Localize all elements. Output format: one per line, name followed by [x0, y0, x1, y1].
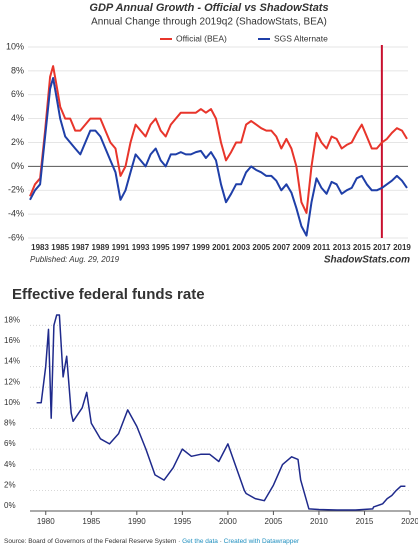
x-tick-label: 1995	[152, 243, 170, 252]
data-line	[29, 65, 408, 214]
y-tick-label: 14%	[4, 357, 20, 366]
x-tick-label: 2011	[313, 243, 331, 252]
x-tick-label: 2017	[373, 243, 391, 252]
data-line	[36, 314, 406, 511]
watermark: ShadowStats.com	[324, 255, 410, 266]
x-tick-label: 2010	[310, 517, 328, 526]
x-tick-label: 2015	[353, 243, 371, 252]
chart-title: Effective federal funds rate	[12, 286, 205, 303]
y-tick-label: 10%	[6, 41, 24, 51]
x-tick-label: 2009	[293, 243, 311, 252]
y-tick-label: 4%	[11, 113, 24, 123]
x-tick-label: 1991	[112, 243, 130, 252]
y-tick-label: 10%	[4, 398, 20, 407]
y-tick-label: 2%	[4, 480, 16, 489]
x-tick-label: 2003	[232, 243, 250, 252]
x-tick-label: 1985	[51, 243, 69, 252]
source: Source: Board of Governors of the Federa…	[4, 538, 300, 545]
x-tick-label: 1990	[128, 517, 146, 526]
y-tick-label: -4%	[8, 209, 24, 219]
data-line	[29, 77, 408, 237]
x-tick-label: 1983	[31, 243, 49, 252]
y-tick-label: 4%	[4, 460, 16, 469]
y-tick-label: 16%	[4, 336, 20, 345]
link[interactable]: Created with Datawrapper	[224, 538, 300, 545]
x-tick-label: 2019	[393, 243, 411, 252]
source-text: Source: Board of Governors of the Federa…	[4, 538, 182, 545]
y-tick-label: 8%	[4, 419, 16, 428]
y-tick-label: 0%	[11, 161, 24, 171]
chart-subtitle: Annual Change through 2019q2 (ShadowStat…	[91, 17, 327, 28]
y-tick-label: 6%	[11, 89, 24, 99]
chart-title: GDP Annual Growth - Official vs ShadowSt…	[89, 2, 328, 14]
legend-label: SGS Alternate	[274, 33, 328, 43]
x-tick-label: 2007	[272, 243, 290, 252]
y-tick-label: 2%	[11, 137, 24, 147]
y-tick-label: 0%	[4, 501, 16, 510]
x-tick-label: 1989	[91, 243, 109, 252]
x-tick-label: 1980	[37, 517, 55, 526]
x-tick-label: 1995	[173, 517, 191, 526]
x-tick-label: 1987	[71, 243, 89, 252]
separator: ·	[218, 538, 224, 545]
y-tick-label: -6%	[8, 232, 24, 242]
x-tick-label: 2001	[212, 243, 230, 252]
x-tick-label: 1999	[192, 243, 210, 252]
x-tick-label: 2013	[333, 243, 351, 252]
y-tick-label: 18%	[4, 315, 20, 324]
x-tick-label: 2000	[219, 517, 237, 526]
y-tick-label: 6%	[4, 439, 16, 448]
link[interactable]: Get the data	[182, 538, 218, 545]
y-tick-label: -2%	[8, 185, 24, 195]
x-tick-label: 2015	[356, 517, 374, 526]
x-tick-label: 1997	[172, 243, 190, 252]
legend-label: Official (BEA)	[176, 33, 227, 43]
note: Published: Aug. 29, 2019	[30, 255, 120, 264]
x-tick-label: 2005	[252, 243, 270, 252]
x-tick-label: 2005	[265, 517, 283, 526]
x-tick-label: 2020	[401, 517, 418, 526]
x-tick-label: 1993	[132, 243, 150, 252]
y-tick-label: 8%	[11, 65, 24, 75]
y-tick-label: 12%	[4, 377, 20, 386]
x-tick-label: 1985	[82, 517, 100, 526]
